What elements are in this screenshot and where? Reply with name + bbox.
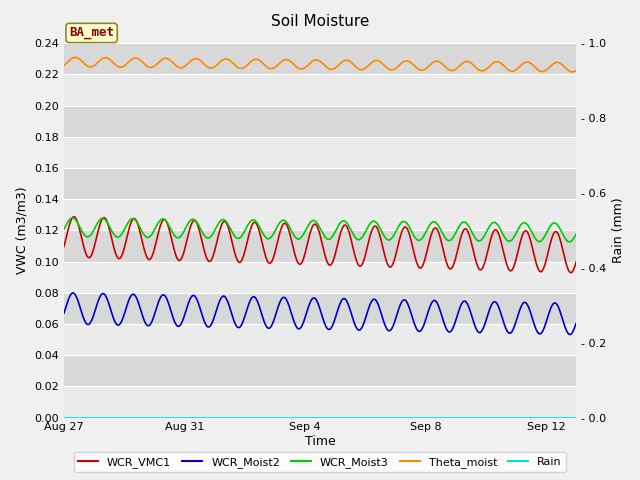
- Bar: [64, 355, 576, 386]
- Bar: [64, 386, 576, 418]
- Bar: [64, 168, 576, 199]
- Bar: [64, 262, 576, 293]
- Bar: [64, 230, 576, 262]
- Bar: [64, 293, 576, 324]
- Bar: [64, 43, 576, 74]
- Bar: [64, 324, 576, 355]
- X-axis label: Time: Time: [305, 435, 335, 448]
- Bar: [64, 137, 576, 168]
- Y-axis label: Rain (mm): Rain (mm): [612, 198, 625, 263]
- Y-axis label: VWC (m3/m3): VWC (m3/m3): [16, 187, 29, 274]
- Bar: [64, 106, 576, 137]
- Legend: WCR_VMC1, WCR_Moist2, WCR_Moist3, Theta_moist, Rain: WCR_VMC1, WCR_Moist2, WCR_Moist3, Theta_…: [74, 452, 566, 472]
- Bar: [64, 74, 576, 106]
- Bar: [64, 199, 576, 230]
- Text: BA_met: BA_met: [69, 26, 114, 39]
- Text: Soil Moisture: Soil Moisture: [271, 14, 369, 29]
